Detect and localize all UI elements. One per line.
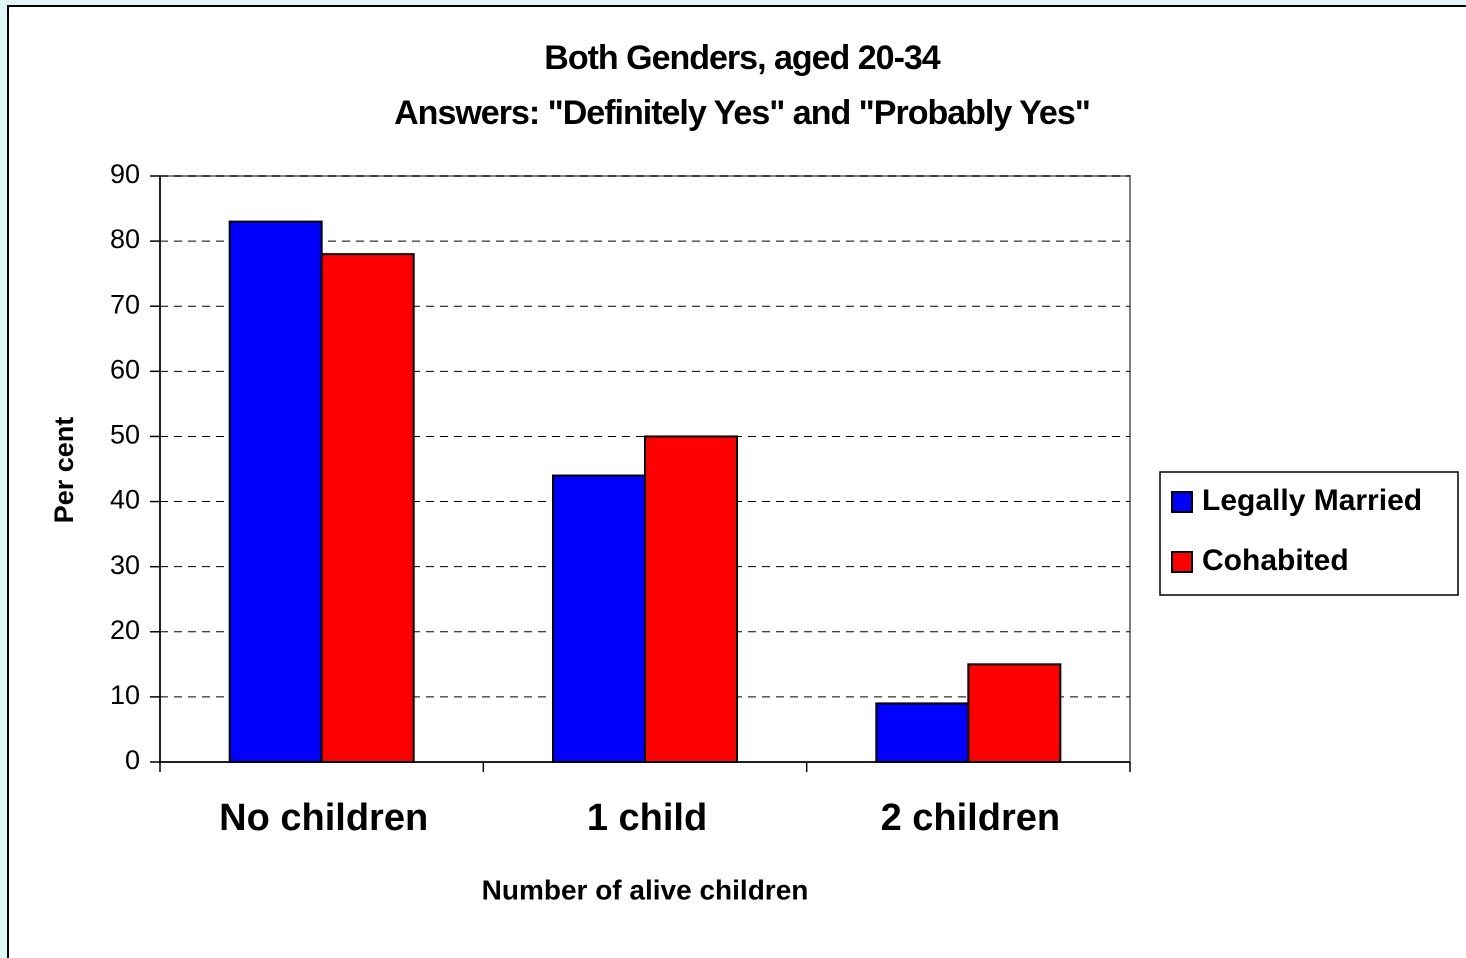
x-tick-label: 1 child (587, 797, 707, 839)
bar (320, 253, 415, 763)
bar (552, 474, 646, 763)
y-tick-label: 50 (110, 420, 140, 450)
y-tick-label: 90 (110, 159, 140, 189)
y-axis-label: Per cent (49, 417, 79, 524)
y-tick-label: 30 (110, 550, 140, 580)
legend-label: Legally Married (1202, 484, 1422, 517)
legend-box (1159, 471, 1459, 596)
y-tick-label: 40 (110, 485, 140, 515)
bar (644, 435, 738, 763)
bar (228, 220, 323, 764)
chart-title: Both Genders, aged 20-34 (544, 39, 941, 77)
bar (967, 663, 1062, 763)
y-tick-label: 0 (125, 745, 140, 775)
legend-label: Cohabited (1202, 544, 1349, 577)
legend-swatch (1171, 491, 1193, 513)
bar (875, 702, 970, 764)
x-axis-label: Number of alive children (482, 874, 809, 905)
x-tick-label: 2 children (881, 797, 1061, 839)
y-tick-label: 10 (110, 680, 140, 710)
y-tick-label: 60 (110, 354, 140, 384)
x-tick-label: No children (219, 797, 428, 839)
chart-subtitle: Answers: "Definitely Yes" and "Probably … (394, 94, 1090, 132)
y-tick-label: 20 (110, 615, 140, 645)
y-tick-label: 80 (110, 224, 140, 254)
y-tick-label: 70 (110, 289, 140, 319)
legend-swatch (1171, 551, 1193, 573)
